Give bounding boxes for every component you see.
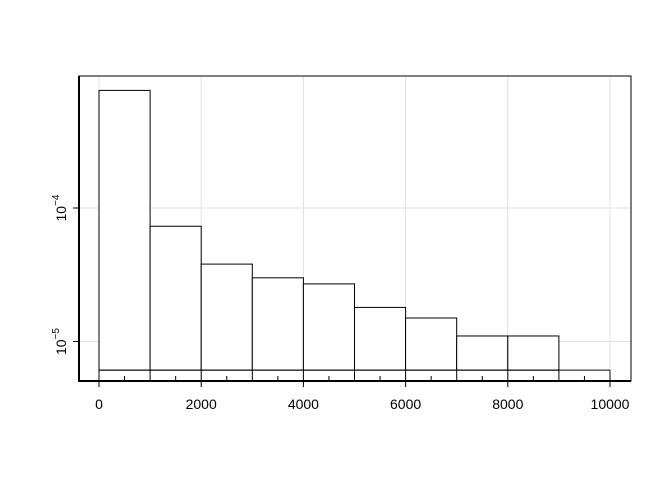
histogram-bar (507, 335, 560, 371)
histogram-bar (149, 225, 202, 371)
x-tick-label: 6000 (390, 396, 421, 412)
y-tick-base: 10 (53, 339, 69, 355)
y-tick-label: 10−5 (51, 328, 69, 355)
x-tick-label: 4000 (288, 396, 319, 412)
y-tick-labels: 10−510−4 (51, 194, 79, 355)
histogram-bar (98, 89, 151, 371)
x-tick-label: 10000 (591, 396, 630, 412)
histogram-bar (405, 317, 458, 371)
y-tick-exponent: −4 (51, 194, 62, 206)
histogram-bar (354, 306, 407, 371)
bars (98, 89, 610, 371)
y-tick-base: 10 (53, 206, 69, 222)
x-minor-ticks (98, 370, 611, 381)
x-tick-labels: 0 2000 4000 6000 8000 10000 (95, 381, 630, 412)
x-tick-label: 2000 (186, 396, 217, 412)
x-tick-label: 0 (95, 396, 103, 412)
y-tick-label: 10−4 (51, 194, 69, 221)
x-tick-label: 8000 (492, 396, 523, 412)
histogram-bar (302, 283, 355, 371)
histogram-bar (251, 277, 304, 371)
histogram-bar (200, 263, 253, 371)
histogram-bar (456, 335, 509, 371)
y-tick-exponent: −5 (51, 328, 62, 340)
